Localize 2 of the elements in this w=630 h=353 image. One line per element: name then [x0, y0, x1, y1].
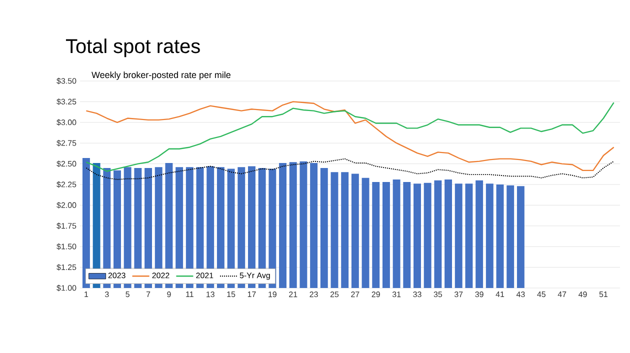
chart-subtitle: Weekly broker-posted rate per mile	[92, 72, 230, 80]
chart-title: Total spot rates	[66, 38, 200, 58]
